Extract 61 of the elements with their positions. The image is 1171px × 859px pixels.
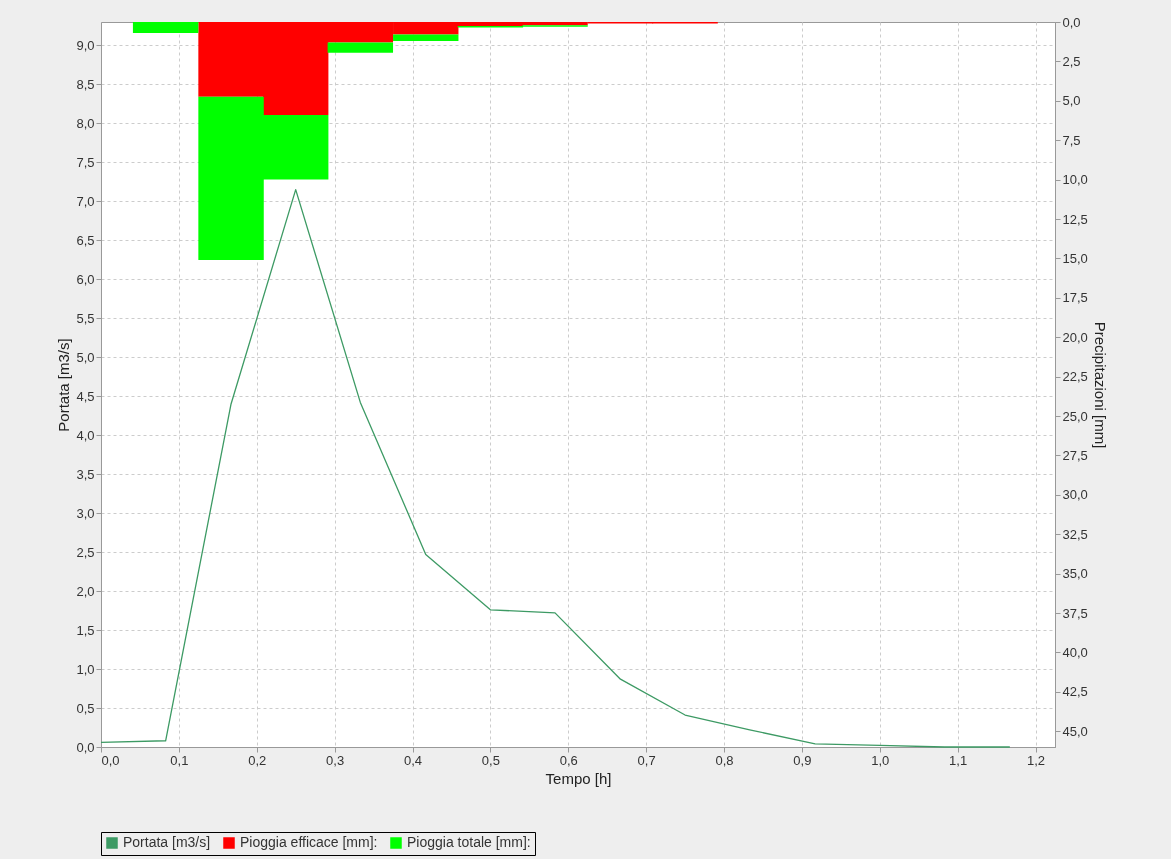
y-axis-title: Portata [m3/s]	[55, 338, 73, 432]
x-tick-label: 0,6	[559, 752, 578, 768]
y2-tick-label: 22,5	[1062, 369, 1088, 385]
y-tick-label: 9,0	[76, 37, 95, 53]
y-tick-label: 1,0	[76, 661, 95, 677]
y2-tick-label: 45,0	[1062, 723, 1088, 739]
y2-tick-label: 15,0	[1062, 250, 1088, 266]
y2-tick-label: 27,5	[1062, 447, 1088, 463]
x-tick-label: 1,1	[949, 752, 968, 768]
y-tick-label: 0,5	[76, 700, 95, 716]
y-tick-label: 7,0	[76, 193, 95, 209]
y2-tick-label: 0,0	[1062, 14, 1081, 30]
x-axis-title: Tempo [h]	[545, 769, 612, 787]
x-tick-label: 1,0	[871, 752, 890, 768]
y-tick-label: 2,0	[76, 583, 95, 599]
line-series	[100, 188, 1011, 748]
legend-label: Portata [m3/s]	[123, 834, 211, 850]
y2-tick-label: 30,0	[1062, 487, 1088, 503]
y-tick-label: 6,5	[76, 232, 95, 248]
y-tick-label: 1,5	[76, 622, 95, 638]
bar	[393, 34, 459, 41]
y-tick-label: 3,5	[76, 466, 95, 482]
x-tick-label: 0,0	[101, 752, 120, 768]
y-tick-label: 8,5	[76, 76, 95, 92]
y-tick-label: 8,0	[76, 115, 95, 131]
y2-tick-label: 35,0	[1062, 566, 1088, 582]
y-tick-label: 6,0	[76, 271, 95, 287]
y2-tick-label: 20,0	[1062, 329, 1088, 345]
x-tick-label: 1,2	[1026, 752, 1046, 768]
y-tick-label: 5,0	[76, 349, 95, 365]
x-tick-label: 0,9	[793, 752, 812, 768]
x-tick-label: 0,1	[170, 752, 189, 768]
bar	[327, 42, 394, 53]
y-tick-label: 4,0	[76, 427, 95, 443]
y-tick-label: 7,5	[76, 154, 95, 170]
x-tick-label: 0,8	[715, 752, 734, 768]
x-tick-label: 0,3	[326, 752, 345, 768]
x-tick-label: 0,2	[248, 752, 267, 768]
y2-tick-label: 40,0	[1062, 644, 1088, 660]
bar	[132, 22, 199, 34]
legend-label: Pioggia totale [mm]:	[407, 834, 531, 850]
y2-tick-label: 42,5	[1062, 684, 1088, 700]
y2-tick-label: 25,0	[1062, 408, 1088, 424]
y-tick-label: 3,0	[76, 505, 95, 521]
y2-tick-label: 17,5	[1062, 290, 1088, 306]
y2-axis-title: Precipitazioni [mm]	[1091, 321, 1109, 449]
y2-tick-label: 10,0	[1062, 172, 1088, 188]
y2-tick-label: 7,5	[1062, 132, 1081, 148]
y2-tick-label: 2,5	[1062, 53, 1081, 69]
y-tick-label: 4,5	[76, 388, 95, 404]
y2-tick-label: 5,0	[1062, 93, 1081, 109]
y2-tick-label: 32,5	[1062, 526, 1088, 542]
x-tick-label: 0,5	[481, 752, 500, 768]
y-tick-label: 5,5	[76, 310, 95, 326]
x-tick-label: 0,4	[403, 752, 423, 768]
y-tick-label: 2,5	[76, 544, 95, 560]
y2-tick-label: 37,5	[1062, 605, 1088, 621]
y-tick-label: 0,0	[76, 739, 95, 755]
y2-tick-label: 12,5	[1062, 211, 1088, 227]
x-tick-label: 0,7	[637, 752, 656, 768]
legend-label: Pioggia efficace [mm]:	[240, 834, 378, 850]
